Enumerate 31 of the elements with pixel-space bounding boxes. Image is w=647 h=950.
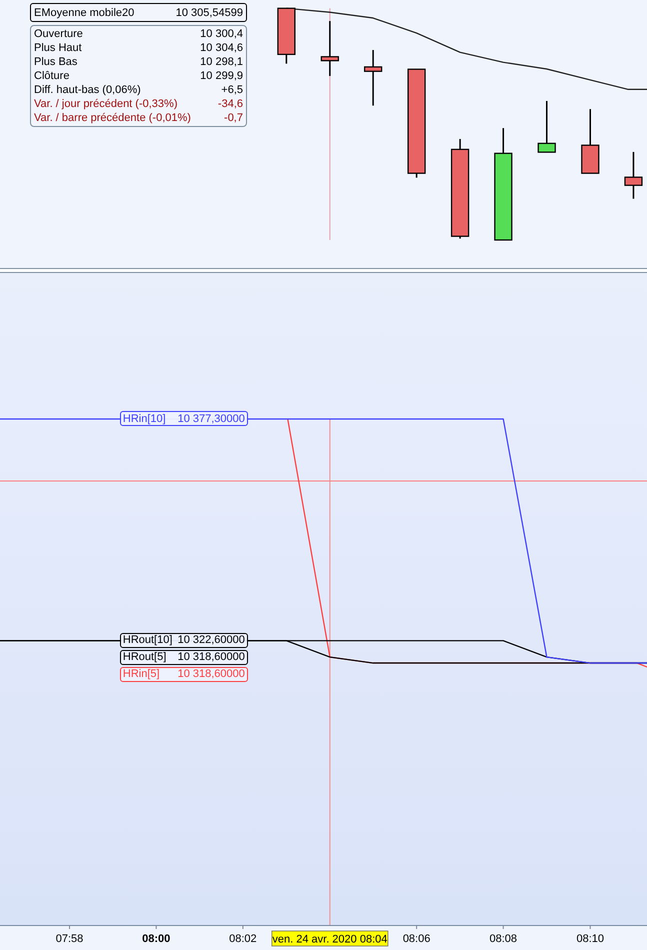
annotation: 10 322,60000 bbox=[178, 634, 245, 646]
x-tick-label: 08:00 bbox=[142, 933, 170, 945]
x-tick-label: 08:02 bbox=[229, 933, 257, 945]
series-label: HRout[10] bbox=[122, 634, 172, 646]
ref-line-label: ven. 24 avr. 2020 08:04 bbox=[272, 934, 388, 946]
annotation: 10 377,30000 bbox=[178, 412, 245, 424]
text: EMoyenne mobile20 bbox=[34, 6, 134, 18]
annotation: +6,5 bbox=[221, 83, 243, 97]
x-tick-label: 08:06 bbox=[402, 933, 430, 945]
text: 10 318,60000 bbox=[178, 668, 245, 680]
text: HRin[5] bbox=[122, 668, 160, 680]
annotation: Plus Bas bbox=[34, 55, 78, 69]
annotation: -34,6 bbox=[218, 97, 243, 111]
x-tick-label: 07:58 bbox=[56, 933, 84, 945]
series-label: HRin[10] bbox=[122, 412, 166, 424]
annotation: Diff. haut-bas (0,06%) bbox=[34, 83, 141, 97]
annotation: 10 299,9 bbox=[200, 69, 243, 83]
annotation: Ouverture bbox=[34, 27, 83, 41]
annotation: -0,7 bbox=[224, 111, 243, 125]
annotation: Var. / jour précédent (-0,33%) bbox=[34, 97, 178, 111]
annotation: 10 298,1 bbox=[200, 55, 243, 69]
series-label: HRout[5] bbox=[122, 651, 166, 664]
annotation: 10 304,6 bbox=[200, 41, 243, 55]
x-tick-label: 08:08 bbox=[490, 933, 518, 945]
annotation: Plus Haut bbox=[34, 41, 82, 55]
annotation: 10 318,60000 bbox=[178, 651, 245, 664]
annotation: 10 300,4 bbox=[200, 27, 243, 41]
annotation: Var. / barre précédente (-0,01%) bbox=[34, 111, 191, 125]
x-tick-label: 08:10 bbox=[576, 933, 604, 945]
annotation: 10 305,54599 bbox=[176, 6, 243, 18]
annotation: Clôture bbox=[34, 69, 70, 83]
